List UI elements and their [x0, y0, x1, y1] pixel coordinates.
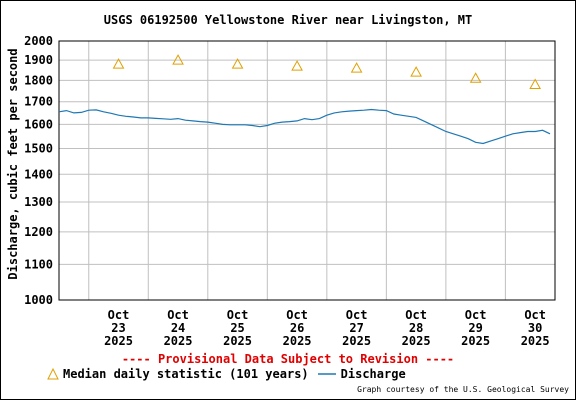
y-tick-label: 1200 — [24, 225, 53, 239]
svg-text:2025: 2025 — [164, 334, 193, 348]
median-point — [112, 58, 125, 69]
svg-text:27: 27 — [349, 321, 363, 335]
svg-text:2025: 2025 — [283, 334, 312, 348]
svg-text:29: 29 — [468, 321, 482, 335]
svg-text:26: 26 — [290, 321, 304, 335]
chart-title: USGS 06192500 Yellowstone River near Liv… — [103, 13, 473, 27]
svg-text:2025: 2025 — [521, 334, 550, 348]
y-tick-label: 1400 — [24, 167, 53, 181]
legend-median-label: Median daily statistic (101 years) — [63, 367, 309, 381]
discharge-line — [58, 108, 551, 145]
svg-text:2025: 2025 — [461, 334, 490, 348]
y-tick-label: 1000 — [24, 293, 53, 307]
y-tick-label: 1900 — [24, 53, 53, 67]
median-point — [172, 54, 184, 65]
legend-discharge-label: Discharge — [340, 367, 406, 381]
svg-text:25: 25 — [230, 321, 244, 335]
credit-text: Graph courtesy of the U.S. Geological Su… — [357, 385, 569, 394]
svg-text:Oct: Oct — [108, 308, 130, 322]
median-point — [350, 62, 363, 73]
y-tick-label: 1100 — [24, 257, 53, 271]
svg-text:Oct: Oct — [465, 308, 487, 322]
svg-text:28: 28 — [409, 321, 423, 335]
svg-text:23: 23 — [111, 321, 125, 335]
svg-text:Oct: Oct — [227, 308, 249, 322]
svg-text:2025: 2025 — [402, 334, 431, 348]
svg-text:2025: 2025 — [342, 334, 371, 348]
median-point — [231, 58, 244, 69]
svg-text:Oct: Oct — [286, 308, 308, 322]
legend-item-median: Median daily statistic (101 years) — [47, 367, 309, 381]
median-triangle-icon — [47, 368, 59, 380]
svg-text:Oct: Oct — [346, 308, 368, 322]
legend: Median daily statistic (101 years) Disch… — [47, 367, 414, 381]
y-tick-label: 2000 — [24, 34, 53, 48]
svg-text:30: 30 — [528, 321, 542, 335]
median-point — [529, 78, 542, 90]
svg-text:2025: 2025 — [104, 334, 133, 348]
svg-text:Oct: Oct — [405, 308, 427, 322]
svg-text:2025: 2025 — [223, 334, 252, 348]
y-tick-label: 1300 — [24, 195, 53, 209]
median-point — [469, 72, 482, 83]
discharge-line-icon — [317, 373, 336, 375]
svg-text:Oct: Oct — [167, 308, 189, 322]
y-tick-label: 1700 — [24, 95, 53, 109]
plot-border — [58, 40, 556, 301]
y-tick-label: 1800 — [24, 73, 53, 87]
y-tick-label: 1600 — [24, 117, 53, 131]
y-tick-label: 1500 — [24, 141, 53, 155]
legend-item-discharge: Discharge — [317, 367, 406, 381]
median-point — [410, 66, 422, 77]
plot-area — [59, 41, 555, 300]
svg-text:Oct: Oct — [524, 308, 546, 322]
svg-text:24: 24 — [171, 321, 185, 335]
provisional-notice: ---- Provisional Data Subject to Revisio… — [121, 352, 455, 366]
median-point — [291, 60, 303, 71]
